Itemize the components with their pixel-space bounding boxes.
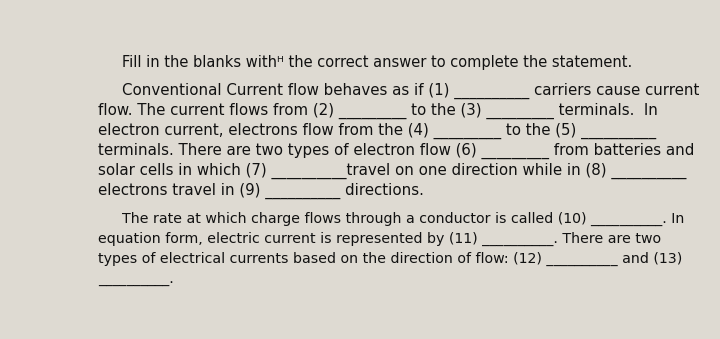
Text: The rate at which charge flows through a conductor is called (10) __________. In: The rate at which charge flows through a…: [122, 212, 684, 226]
Text: Conventional Current flow behaves as if (1) __________ carriers cause current: Conventional Current flow behaves as if …: [122, 82, 699, 99]
Text: equation form, electric current is represented by (11) __________. There are two: equation form, electric current is repre…: [98, 232, 661, 246]
Text: flow. The current flows from (2) _________ to the (3) _________ terminals.  In: flow. The current flows from (2) _______…: [98, 102, 657, 119]
Text: types of electrical currents based on the direction of flow: (12) __________ and: types of electrical currents based on th…: [98, 252, 682, 266]
Text: Fill in the blanks withᴴ the correct answer to complete the statement.: Fill in the blanks withᴴ the correct ans…: [122, 55, 632, 70]
Text: electron current, electrons flow from the (4) _________ to the (5) __________: electron current, electrons flow from th…: [98, 123, 656, 139]
Text: terminals. There are two types of electron flow (6) _________ from batteries and: terminals. There are two types of electr…: [98, 143, 694, 159]
Text: solar cells in which (7) __________travel on one direction while in (8) ________: solar cells in which (7) __________trave…: [98, 163, 686, 179]
Text: __________.: __________.: [98, 272, 174, 286]
Text: electrons travel in (9) __________ directions.: electrons travel in (9) __________ direc…: [98, 183, 423, 199]
